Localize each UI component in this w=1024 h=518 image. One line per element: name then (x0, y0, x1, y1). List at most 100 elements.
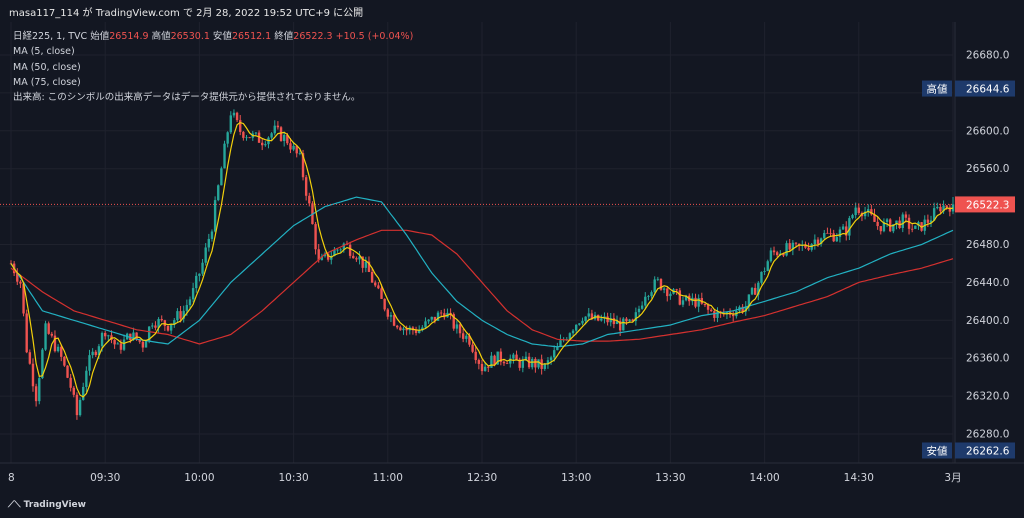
candle (116, 341, 119, 345)
candle (763, 267, 766, 275)
candle-body (483, 366, 487, 372)
candle-body (330, 256, 333, 260)
ma50-legend[interactable]: MA (50, close) (13, 61, 81, 73)
candle-body (370, 271, 374, 283)
candle (713, 309, 716, 322)
candle (819, 237, 823, 247)
candle-body (515, 354, 518, 360)
candle-body (606, 316, 609, 323)
symbol-label[interactable]: 日経225, 1, TVC (13, 31, 88, 42)
candle-body (581, 320, 584, 324)
candle-body (34, 386, 38, 402)
candle (348, 241, 352, 259)
candle-body (666, 288, 669, 297)
candle (113, 339, 116, 349)
candle (907, 214, 911, 235)
candle (396, 324, 399, 330)
candle (578, 323, 581, 326)
candle-body (895, 220, 898, 225)
candle (942, 200, 945, 214)
candle (631, 318, 634, 322)
time-tick-label: 14:30 (844, 472, 874, 484)
ma75-legend[interactable]: MA (75, close) (13, 76, 81, 88)
candle-body (261, 142, 264, 146)
candle (261, 138, 264, 151)
chart-background (0, 22, 1024, 488)
candle-body (907, 217, 911, 229)
candle-body (348, 244, 352, 256)
low-value: 26512.1 (231, 31, 272, 42)
candle (191, 282, 195, 303)
tradingview-logo[interactable]: ⟋⟍ TradingView (8, 500, 86, 510)
candle (502, 360, 506, 366)
candle-body (185, 305, 189, 311)
volume-note: 出来高: このシンボルの出来高データはデータ提供元から提供されておりません。 (13, 92, 361, 104)
candle-body (637, 308, 641, 313)
candle-body (301, 153, 305, 178)
candle-body (870, 209, 873, 215)
candle-body (575, 324, 578, 331)
candle-body (154, 325, 157, 328)
candle (242, 130, 245, 141)
candle-body (675, 289, 678, 291)
candle-body (364, 261, 368, 268)
candle-body (104, 332, 107, 337)
time-tick-label: 13:00 (561, 472, 591, 484)
candle-body (377, 285, 380, 289)
candle-body (191, 288, 195, 300)
candle (402, 326, 405, 335)
ma75-line (10, 229, 954, 345)
candle-body (239, 120, 242, 132)
candle (213, 196, 217, 233)
candle-body (910, 228, 914, 230)
time-tick-label: 12:30 (467, 472, 497, 484)
candle-body (242, 131, 245, 138)
candle-body (534, 358, 537, 368)
candle-body (169, 324, 173, 331)
candle-body (386, 309, 389, 317)
candle (854, 202, 857, 219)
candle-body (612, 318, 616, 325)
candle (69, 373, 72, 392)
candle-body (282, 134, 286, 142)
candle (757, 281, 760, 301)
candle-body (31, 363, 35, 387)
candle-body (320, 256, 324, 261)
candle-body (653, 279, 656, 293)
candle-body (367, 261, 371, 272)
candle-body (352, 255, 355, 259)
candle-body (703, 303, 707, 306)
candle (50, 331, 54, 338)
price-chart[interactable]: 26680.026640.026600.026560.026520.026480… (0, 22, 1024, 488)
candle-body (458, 324, 462, 334)
candle-body (119, 343, 123, 350)
candle-body (160, 319, 163, 321)
candle (769, 247, 773, 263)
candle-body (336, 249, 339, 251)
candle-body (644, 296, 647, 306)
candle-body (418, 330, 421, 334)
candle (91, 348, 94, 359)
time-tick-label: 3月 (944, 472, 961, 484)
candle (34, 383, 38, 407)
candle-body (405, 328, 408, 331)
candle (829, 228, 832, 237)
candle-body (289, 143, 292, 150)
candle (666, 287, 669, 302)
candle (587, 307, 590, 319)
candle (217, 184, 220, 202)
candle-body (60, 346, 63, 357)
candle-body (113, 339, 116, 345)
candle (656, 276, 660, 282)
candle (53, 330, 57, 353)
candle-body (220, 168, 223, 186)
candle-body (509, 358, 512, 364)
candle (418, 325, 421, 334)
candle-body (147, 326, 151, 341)
ma5-legend[interactable]: MA (5, close) (13, 46, 75, 58)
candle-body (757, 282, 760, 295)
candle-body (829, 233, 832, 234)
candle (845, 221, 848, 241)
attribution-bar: masa117_114 が TradingView.com で 2月 28, 2… (0, 0, 1024, 22)
candle (753, 283, 757, 295)
